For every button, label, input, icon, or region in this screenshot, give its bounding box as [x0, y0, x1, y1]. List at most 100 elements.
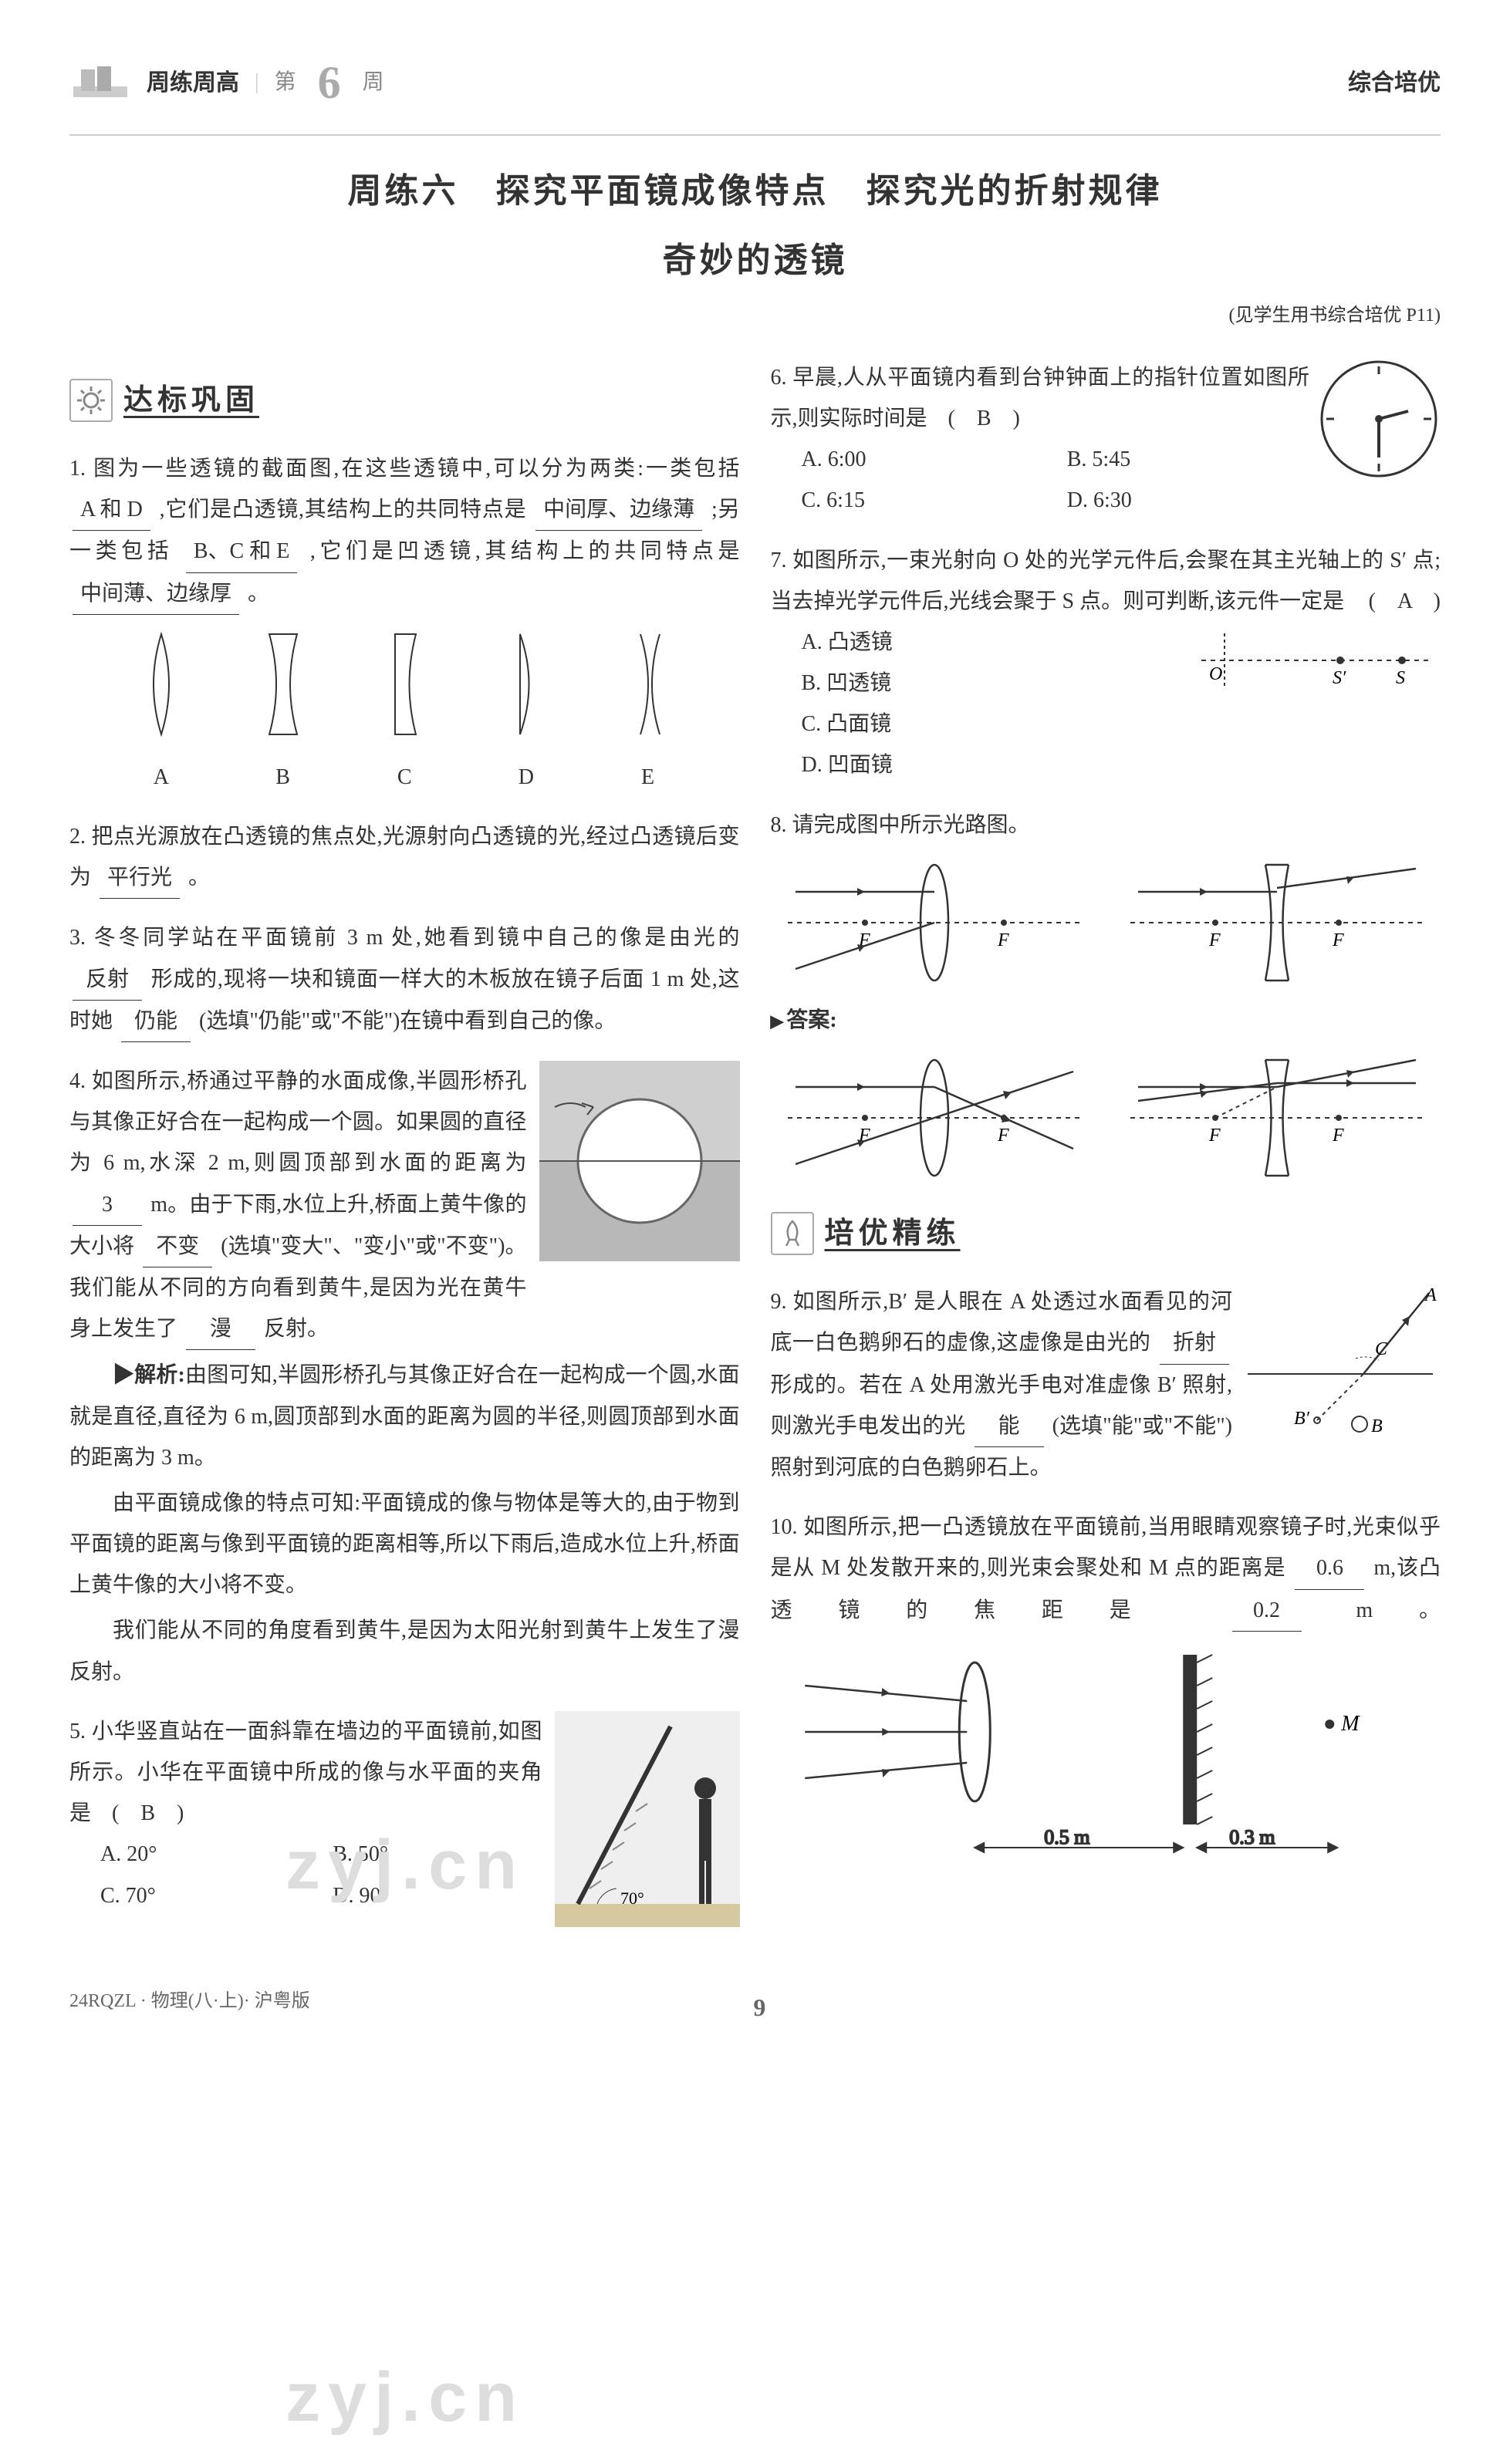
q7-opt-B: B. 凹透镜	[802, 663, 1187, 704]
main-title-line1: 周练六 探究平面镜成像特点 探究光的折射规律	[69, 159, 1441, 224]
series-title: 周练周高	[147, 61, 239, 105]
q10-stem-c: m。	[1356, 1598, 1441, 1622]
q8-stem: 8. 请完成图中所示光路图。	[771, 805, 1441, 846]
q2-stem-b: 。	[188, 866, 210, 889]
q6-opt-D: D. 6:30	[1067, 480, 1309, 521]
svg-text:B: B	[1371, 1416, 1383, 1436]
q4-blank-1: 3	[73, 1184, 142, 1226]
q5-answer-paren: ( B )	[112, 1793, 184, 1834]
q5-opt-D: D. 90°	[333, 1875, 542, 1916]
lens-C: C	[381, 630, 427, 798]
q7-figure: O S′ S	[1194, 622, 1441, 699]
question-10: 10. 如图所示,把一凸透镜放在平面镜前,当用眼睛观察镜子时,光束似乎是从 M …	[771, 1507, 1441, 1885]
q1-stem-b: ,它们是凸透镜,其结构上的共同特点是	[160, 498, 527, 521]
header-left: 周练周高 | 第 6 周	[69, 39, 384, 127]
divider: |	[255, 62, 259, 103]
left-column: 达标巩固 1. 图为一些透镜的截面图,在这些透镜中,可以分为两类:一类包括 A …	[69, 357, 740, 1953]
main-title-line2: 奇妙的透镜	[69, 228, 1441, 293]
q8-answer-diagrams: F F F F	[771, 1048, 1441, 1187]
lens-D: D	[503, 630, 549, 798]
question-7: 7. 如图所示,一束光射向 O 处的光学元件后,会聚在其主光轴上的 S′ 点;当…	[771, 540, 1441, 786]
q10-d1: 0.5 m	[1044, 1826, 1089, 1848]
q4-stem-d: 反射。	[264, 1317, 329, 1341]
q4-analysis-3: 我们能从不同的角度看到黄牛,是因为太阳光射到黄牛上发生了漫反射。	[69, 1610, 740, 1692]
section-2-head: 培优精练	[771, 1206, 1441, 1261]
q7-opt-D: D. 凹面镜	[802, 744, 1187, 785]
mirror-figure: 70°	[555, 1711, 740, 1927]
lens-label-B: B	[260, 757, 306, 798]
q4-stem-a: 4. 如图所示,桥通过平静的水面成像,半圆形桥孔与其像正好合在一起构成一个圆。如…	[69, 1069, 527, 1175]
q6-options: A. 6:00 B. 5:45 C. 6:15 D. 6:30	[771, 439, 1310, 521]
lens-label-A: A	[138, 757, 184, 798]
question-1: 1. 图为一些透镜的截面图,在这些透镜中,可以分为两类:一类包括 A 和 D ,…	[69, 448, 740, 798]
q5-options: A. 20° B. 50° C. 70° D. 90°	[69, 1834, 542, 1916]
q10-d2: 0.3 m	[1229, 1826, 1275, 1848]
question-6: 6. 早晨,人从平面镜内看到台钟钟面上的指针位置如图所示,则实际时间是 ( B …	[771, 357, 1441, 521]
svg-text:S′: S′	[1333, 668, 1346, 688]
question-3: 3. 冬冬同学站在平面镜前 3 m 处,她看到镜中自己的像是由光的 反射 形成的…	[69, 917, 740, 1042]
svg-text:S: S	[1396, 668, 1405, 688]
lens-B: B	[260, 630, 306, 798]
lens-label-C: C	[381, 757, 427, 798]
question-4: 4. 如图所示,桥通过平静的水面成像,半圆形桥孔与其像正好合在一起构成一个圆。如…	[69, 1061, 740, 1693]
watermark-2: zyj.cn	[285, 2332, 525, 2464]
week-suffix: 周	[363, 62, 384, 103]
reference-note: (见学生用书综合培优 P11)	[69, 299, 1441, 334]
q7-options: A. 凸透镜 B. 凹透镜 C. 凸面镜 D. 凹面镜	[771, 622, 1187, 786]
q10-M-label: M	[1340, 1712, 1360, 1736]
section-1-head: 达标巩固	[69, 373, 740, 428]
q8-concave-given: F F	[1123, 853, 1431, 992]
svg-text:F: F	[1332, 930, 1344, 950]
page-footer: 24RQZL · 物理(八·上)· 沪粤版 9	[69, 1984, 1441, 2031]
svg-text:A: A	[1424, 1285, 1437, 1305]
lens-figure-row: A B C D E	[100, 630, 709, 798]
q3-blank-1: 反射	[73, 959, 142, 1001]
q10-figure: M 0.5 m 0.3 m	[771, 1639, 1441, 1871]
lens-label-D: D	[503, 757, 549, 798]
book-icon	[69, 63, 131, 102]
right-column: 6. 早晨,人从平面镜内看到台钟钟面上的指针位置如图所示,则实际时间是 ( B …	[771, 357, 1441, 1953]
svg-text:F: F	[1208, 1126, 1221, 1146]
page-number: 9	[310, 1984, 1209, 2031]
q1-stem-e: 。	[248, 582, 269, 606]
svg-text:F: F	[1208, 930, 1221, 950]
q5-opt-C: C. 70°	[100, 1875, 309, 1916]
q7-answer-paren: ( A )	[1369, 581, 1441, 622]
lens-A: A	[138, 630, 184, 798]
q6-opt-A: A. 6:00	[802, 439, 1044, 480]
q1-blank-3: B、C 和 E	[186, 531, 297, 572]
q7-stem: 7. 如图所示,一束光射向 O 处的光学元件后,会聚在其主光轴上的 S′ 点;当…	[771, 548, 1441, 613]
week-prefix: 第	[275, 62, 296, 103]
analysis-label: ▶解析:	[113, 1363, 185, 1387]
svg-text:F: F	[1332, 1126, 1344, 1146]
q8-convex-given: F F	[780, 853, 1089, 992]
svg-text:B′: B′	[1294, 1409, 1310, 1429]
gear-icon	[69, 379, 113, 422]
q10-blank-1: 0.6	[1295, 1548, 1364, 1589]
q1-stem-d: ,它们是凹透镜,其结构上的共同特点是	[310, 539, 740, 563]
week-number: 6	[318, 39, 341, 127]
q6-answer-paren: ( B )	[948, 398, 1020, 439]
q10-blank-2: 0.2	[1232, 1590, 1302, 1632]
page-header: 周练周高 | 第 6 周 综合培优	[69, 39, 1441, 136]
q4-analysis-2: 由平面镜成像的特点可知:平面镜成的像与物体是等大的,由于物到平面镜的距离与像到平…	[69, 1483, 740, 1606]
q1-blank-1: A 和 D	[73, 489, 150, 531]
lens-label-E: E	[625, 757, 671, 798]
svg-text:C: C	[1375, 1339, 1388, 1359]
svg-text:O: O	[1209, 664, 1222, 684]
rocket-icon	[771, 1212, 814, 1255]
q7-opt-C: C. 凸面镜	[802, 704, 1187, 744]
question-5: 70° 5. 小华竖直站在一面斜靠在墙边的平面镜前,如图所示。小华在平面镜中所成…	[69, 1711, 740, 1935]
q5-opt-A: A. 20°	[100, 1834, 309, 1875]
q3-blank-2: 仍能	[121, 1001, 191, 1042]
lens-E: E	[625, 630, 671, 798]
q2-blank: 平行光	[100, 857, 180, 899]
q9-blank-1: 折射	[1160, 1322, 1229, 1364]
q5-opt-B: B. 50°	[333, 1834, 542, 1875]
bridge-figure	[539, 1061, 740, 1261]
q8-concave-answer: F F	[1123, 1048, 1431, 1187]
question-9: A B′ B C 9. 如图所示,B′ 是人眼在 A 处透过水面看见的河底一白色…	[771, 1281, 1441, 1488]
q9-blank-2: 能	[975, 1406, 1044, 1447]
q6-opt-C: C. 6:15	[802, 480, 1044, 521]
angle-label: 70°	[620, 1889, 644, 1908]
